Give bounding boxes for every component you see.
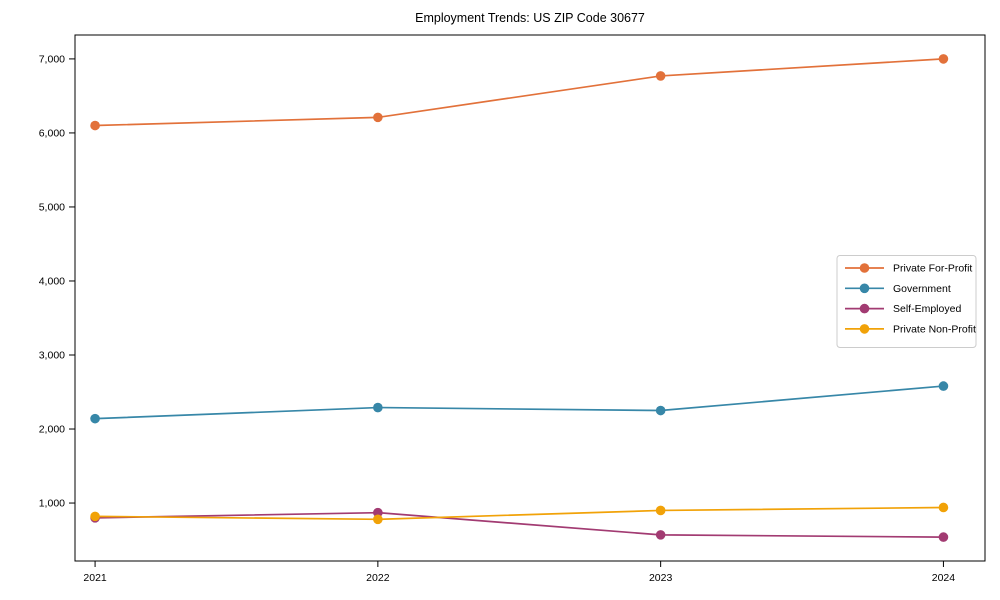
series-line-self-employed [95,511,944,538]
y-tick-label: 5,000 [39,202,65,214]
plot-frame [74,34,986,562]
legend-box [836,255,977,348]
legend-swatch-marker [859,283,870,294]
legend-item: Private Non-Profit [845,324,976,336]
chart-title: Employment Trends: US ZIP Code 30677 [415,11,645,25]
data-point-private-for-profit-2024 [938,54,949,64]
legend-swatch-marker [859,303,870,314]
y-tick-label: 3,000 [39,350,65,362]
legend-swatch-marker [859,324,870,334]
data-point-private-non-profit-2024 [938,502,949,513]
legend-label: Private Non-Profit [893,324,976,336]
x-tick-label: 2021 [83,572,107,584]
data-point-self-employed-2023 [655,530,666,540]
series-line-government [95,385,944,420]
data-point-private-non-profit-2023 [655,505,666,516]
legend-item: Private For-Profit [845,263,972,275]
legend-swatch-marker [859,263,870,273]
x-tick-label: 2023 [649,572,673,584]
x-tick-label: 2022 [366,572,390,584]
data-point-private-non-profit-2022 [373,514,383,525]
data-point-self-employed-2024 [938,532,949,542]
y-tick-label: 7,000 [39,54,65,66]
legend-label: Self-Employed [893,303,961,315]
data-point-self-employed-2022 [373,507,383,518]
y-tick-label: 6,000 [39,128,65,140]
legend-item: Self-Employed [845,303,961,315]
legend-item: Government [845,283,951,295]
data-point-government-2021 [90,413,100,424]
y-tick-label: 2,000 [39,424,65,436]
data-point-private-for-profit-2023 [655,71,666,81]
x-tick-label: 2024 [932,572,956,584]
legend-label: Government [893,283,951,295]
y-tick-label: 4,000 [39,276,65,288]
legend: Private For-Profit Government Self-Employe… [836,255,977,348]
data-point-private-for-profit-2021 [90,120,100,131]
data-point-government-2024 [938,381,949,391]
data-point-government-2022 [373,402,383,413]
data-point-government-2023 [655,405,666,416]
series-line-private-for-profit [95,58,944,127]
legend-label: Private For-Profit [893,263,972,275]
data-point-private-for-profit-2022 [373,112,383,123]
data-point-private-non-profit-2021 [90,511,100,522]
series-line-private-non-profit [95,506,944,521]
y-tick-label: 1,000 [39,498,65,510]
